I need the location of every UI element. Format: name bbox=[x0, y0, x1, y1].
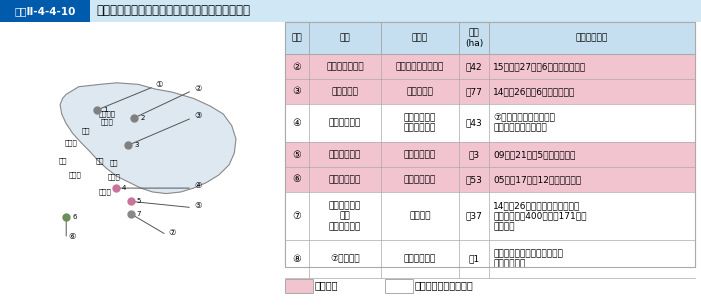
Text: 所在地: 所在地 bbox=[412, 34, 428, 42]
Text: 15（平成27）年6月末に返還済み: 15（平成27）年6月末に返還済み bbox=[493, 62, 586, 71]
Bar bbox=[0, 0, 90, 22]
Bar bbox=[285, 79, 695, 104]
Text: 横浜市金沢区: 横浜市金沢区 bbox=[404, 150, 436, 159]
Text: 7: 7 bbox=[137, 211, 142, 217]
Bar bbox=[285, 22, 695, 267]
Text: 池子住宅地区
及び
海軍補助施設: 池子住宅地区 及び 海軍補助施設 bbox=[329, 201, 361, 231]
Text: 1: 1 bbox=[103, 107, 107, 113]
Text: ⑦の飛び地: ⑦の飛び地 bbox=[330, 254, 360, 264]
Text: 横浜市泉区: 横浜市泉区 bbox=[407, 87, 433, 96]
Text: ⑥: ⑥ bbox=[68, 232, 76, 241]
Text: 3: 3 bbox=[135, 142, 139, 148]
Text: 05（同17）年12月に返還済み: 05（同17）年12月に返還済み bbox=[493, 175, 581, 184]
Text: 横浜市中区、
南区、磴子区: 横浜市中区、 南区、磴子区 bbox=[404, 113, 436, 133]
Text: 中区: 中区 bbox=[109, 159, 118, 166]
Text: 戸塚区: 戸塚区 bbox=[68, 171, 81, 178]
Text: 面積
(ha): 面積 (ha) bbox=[465, 28, 483, 48]
Text: ⑧: ⑧ bbox=[292, 254, 301, 264]
Text: 名称: 名称 bbox=[339, 34, 350, 42]
Bar bbox=[285, 54, 695, 79]
Bar bbox=[5, 30, 275, 275]
Text: ③: ③ bbox=[292, 87, 301, 96]
Text: ⑦における家族住宅等の
　建設完了時点で返還: ⑦における家族住宅等の 建設完了時点で返還 bbox=[493, 113, 555, 133]
Bar bbox=[285, 167, 695, 192]
Text: ④: ④ bbox=[194, 181, 201, 190]
Text: 瀬谷区: 瀬谷区 bbox=[65, 140, 78, 146]
Text: 富岡倉庫地区: 富岡倉庫地区 bbox=[329, 150, 361, 159]
Text: 6: 6 bbox=[72, 214, 76, 220]
Text: 2: 2 bbox=[140, 115, 144, 121]
Text: 磯子区: 磯子区 bbox=[107, 173, 120, 180]
Bar bbox=[285, 22, 695, 267]
Text: 根岸住宅地区: 根岸住宅地区 bbox=[329, 119, 361, 127]
Text: 神奈川県
横浜市: 神奈川県 横浜市 bbox=[99, 111, 116, 125]
Text: ②: ② bbox=[194, 84, 201, 93]
Text: 終42: 終42 bbox=[465, 62, 482, 71]
Text: 旭区: 旭区 bbox=[81, 128, 90, 135]
Text: 終37: 終37 bbox=[465, 211, 482, 221]
Bar bbox=[285, 240, 695, 278]
Bar bbox=[0, 0, 701, 22]
Text: ⑤: ⑤ bbox=[292, 149, 301, 160]
Bar bbox=[285, 279, 313, 293]
Text: 深谷通信所: 深谷通信所 bbox=[332, 87, 358, 96]
Text: 5: 5 bbox=[137, 198, 141, 204]
Text: ⑦: ⑦ bbox=[292, 211, 301, 221]
Text: 小柴貴油施設: 小柴貴油施設 bbox=[329, 175, 361, 184]
Text: 横浜市瀮谷区、旭区: 横浜市瀮谷区、旭区 bbox=[396, 62, 444, 71]
Text: 終77: 終77 bbox=[465, 87, 482, 96]
Text: 神奈川県における在日米軍施設・区域の整理など: 神奈川県における在日米軍施設・区域の整理など bbox=[96, 5, 250, 17]
Text: ⑦: ⑦ bbox=[168, 228, 176, 237]
Text: ⑥: ⑥ bbox=[292, 174, 301, 185]
Text: 現在の使用が終了した時点で
返還手続開始: 現在の使用が終了した時点で 返還手続開始 bbox=[493, 249, 563, 269]
Text: 金沢区: 金沢区 bbox=[99, 189, 111, 195]
Text: 図表Ⅱ-4-4-10: 図表Ⅱ-4-4-10 bbox=[14, 6, 76, 16]
Bar bbox=[285, 192, 695, 240]
Text: ①: ① bbox=[156, 80, 163, 89]
Bar bbox=[285, 104, 695, 142]
Text: 上瀮谷通信施設: 上瀮谷通信施設 bbox=[326, 62, 364, 71]
Text: 位置: 位置 bbox=[292, 34, 302, 42]
Text: 終3: 終3 bbox=[468, 150, 479, 159]
Text: 14（同26）年、住宅建設戸数を
当初計画の経400戸から171戸に
変更合意: 14（同26）年、住宅建設戸数を 当初計画の経400戸から171戸に 変更合意 bbox=[493, 201, 587, 231]
Text: ：実施済: ：実施済 bbox=[315, 280, 339, 290]
Bar bbox=[285, 142, 695, 167]
Text: 4: 4 bbox=[121, 185, 126, 191]
Text: ④: ④ bbox=[292, 118, 301, 128]
Bar bbox=[385, 279, 413, 293]
Text: 返還予定など: 返還予定など bbox=[576, 34, 608, 42]
Text: 終43: 終43 bbox=[465, 119, 482, 127]
Text: ⑤: ⑤ bbox=[194, 201, 201, 210]
Text: 横浜市金沢区: 横浜市金沢区 bbox=[404, 254, 436, 264]
Text: 終1: 終1 bbox=[468, 254, 479, 264]
Text: 泉区: 泉区 bbox=[59, 157, 67, 164]
Text: ②: ② bbox=[292, 62, 301, 71]
Text: 南区: 南区 bbox=[96, 157, 104, 164]
Text: ③: ③ bbox=[194, 111, 201, 120]
Text: ：実施中又は実施予定: ：実施中又は実施予定 bbox=[415, 280, 474, 290]
Text: 横浜市金沢区: 横浜市金沢区 bbox=[404, 175, 436, 184]
Text: 横浜市域: 横浜市域 bbox=[409, 211, 430, 221]
Bar bbox=[285, 22, 695, 54]
Text: 終53: 終53 bbox=[465, 175, 482, 184]
Polygon shape bbox=[60, 83, 236, 194]
Text: 09（同21）年5月に返還済み: 09（同21）年5月に返還済み bbox=[493, 150, 576, 159]
Text: 14（同26）年6月に返還済み: 14（同26）年6月に返還済み bbox=[493, 87, 576, 96]
